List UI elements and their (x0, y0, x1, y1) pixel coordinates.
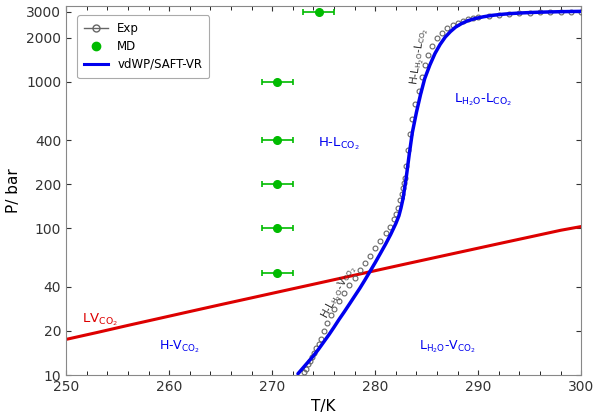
Text: LV$_{\mathregular{CO_2}}$: LV$_{\mathregular{CO_2}}$ (82, 311, 118, 328)
Text: L$_{\mathregular{H_2O}}$-V$_{\mathregular{CO_2}}$: L$_{\mathregular{H_2O}}$-V$_{\mathregula… (419, 339, 476, 355)
Text: H-L$_{\mathregular{CO_2}}$: H-L$_{\mathregular{CO_2}}$ (319, 135, 360, 152)
Text: H-L$_{\mathregular{H_2O}}$-L$_{\mathregular{CO_2}}$: H-L$_{\mathregular{H_2O}}$-L$_{\mathregu… (408, 26, 431, 86)
Text: L$_{\mathregular{H_2O}}$-L$_{\mathregular{CO_2}}$: L$_{\mathregular{H_2O}}$-L$_{\mathregula… (454, 92, 512, 108)
Text: H-L$_{\mathregular{H_2O}}$-V$_{\mathregular{CO_2}}$: H-L$_{\mathregular{H_2O}}$-V$_{\mathregu… (319, 263, 359, 322)
Text: H-V$_{\mathregular{CO_2}}$: H-V$_{\mathregular{CO_2}}$ (159, 339, 200, 355)
Y-axis label: P/ bar: P/ bar (5, 168, 20, 213)
X-axis label: T/K: T/K (311, 399, 336, 415)
Legend: Exp, MD, vdWP/SAFT-VR: Exp, MD, vdWP/SAFT-VR (77, 16, 209, 78)
